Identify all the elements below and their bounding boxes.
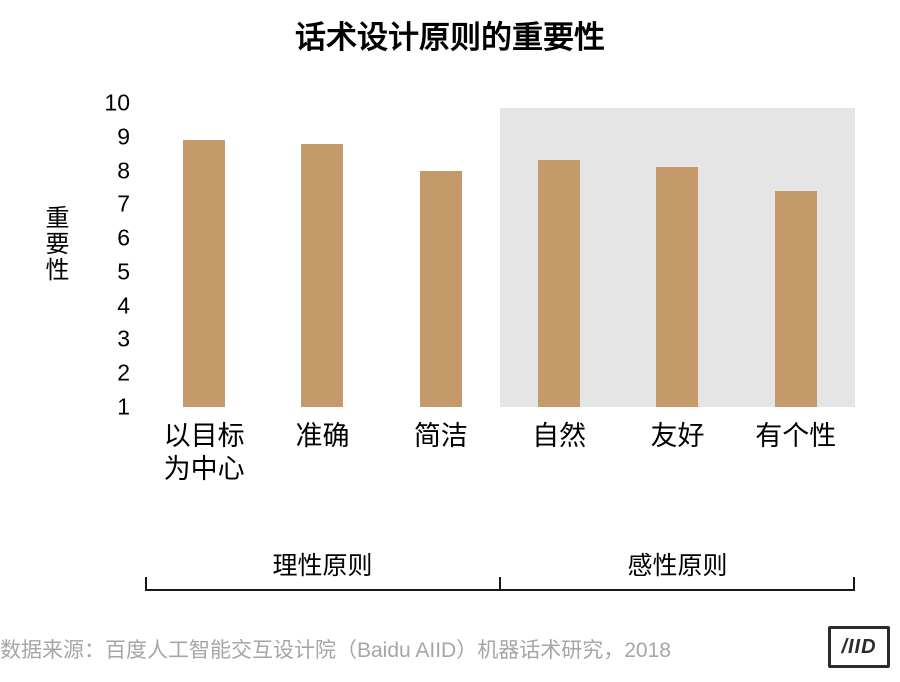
bar-slot bbox=[382, 103, 500, 407]
y-tick-label: 1 bbox=[117, 393, 130, 420]
y-tick-label: 10 bbox=[104, 89, 130, 116]
bar-简洁 bbox=[419, 170, 462, 407]
bar-slot bbox=[263, 103, 381, 407]
bar-有个性 bbox=[774, 190, 817, 407]
chart-title: 话术设计原则的重要性 bbox=[295, 20, 605, 55]
x-category-label: 有个性 bbox=[737, 420, 855, 453]
x-category-label-text: 有个性 bbox=[755, 421, 837, 451]
bars-container bbox=[145, 103, 855, 407]
x-category-label: 准确 bbox=[263, 420, 381, 453]
x-category-label-text: 简洁 bbox=[413, 421, 468, 451]
bar-以目标为中心 bbox=[183, 140, 226, 407]
bar-slot bbox=[737, 103, 855, 407]
bracket-tick-middle bbox=[499, 577, 501, 591]
group-bracket bbox=[145, 577, 855, 591]
x-category-label: 以目标为中心 bbox=[145, 420, 263, 486]
y-tick-label: 2 bbox=[117, 359, 130, 386]
bar-自然 bbox=[538, 160, 581, 407]
source-note: 数据来源：百度人工智能交互设计院（Baidu AIID）机器话术研究，2018 bbox=[0, 639, 671, 662]
x-category-label: 自然 bbox=[500, 420, 618, 453]
y-tick-label: 3 bbox=[117, 325, 130, 352]
x-category-label-text: 准确 bbox=[295, 421, 350, 451]
plot-area bbox=[145, 103, 855, 407]
x-category-label: 友好 bbox=[618, 420, 736, 453]
y-tick-label: 8 bbox=[117, 157, 130, 184]
x-category-label-text: 自然 bbox=[532, 421, 587, 451]
y-tick-label: 6 bbox=[117, 224, 130, 251]
bar-友好 bbox=[656, 167, 699, 407]
bar-slot bbox=[145, 103, 263, 407]
y-tick-label: 4 bbox=[117, 292, 130, 319]
bar-slot bbox=[618, 103, 736, 407]
bracket-tick-right bbox=[853, 577, 855, 591]
group-label-rational: 理性原则 bbox=[272, 552, 373, 580]
y-tick-label: 9 bbox=[117, 123, 130, 150]
y-tick-label: 5 bbox=[117, 258, 130, 285]
y-axis-ticks: 10 9 8 7 6 5 4 3 2 1 bbox=[70, 90, 130, 420]
bar-slot bbox=[500, 103, 618, 407]
bracket-tick-left bbox=[145, 577, 147, 591]
bar-准确 bbox=[301, 143, 344, 407]
aiid-logo-text: /IID bbox=[841, 635, 877, 658]
y-axis-title: 重要性 bbox=[41, 205, 68, 283]
x-category-label: 简洁 bbox=[382, 420, 500, 453]
aiid-logo: /IID bbox=[828, 626, 890, 668]
x-category-label-text: 以目标为中心 bbox=[163, 421, 245, 484]
x-axis-labels: 以目标为中心 准确 简洁 自然 友好 有个性 bbox=[145, 420, 855, 486]
group-label-emotional: 感性原则 bbox=[627, 552, 728, 580]
y-tick-label: 7 bbox=[117, 190, 130, 217]
x-category-label-text: 友好 bbox=[650, 421, 705, 451]
group-labels: 理性原则 感性原则 bbox=[145, 546, 855, 582]
